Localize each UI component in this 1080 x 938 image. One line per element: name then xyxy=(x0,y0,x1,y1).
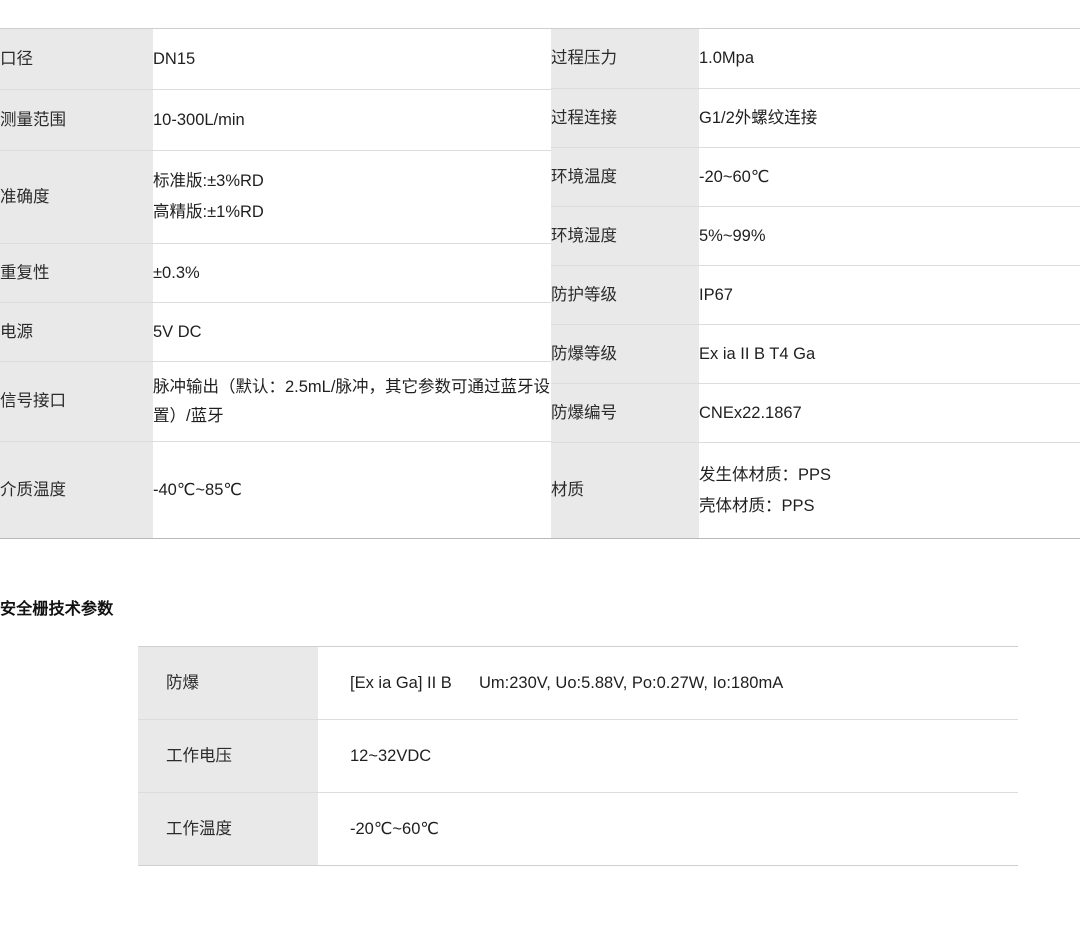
spec-value: ±0.3% xyxy=(153,243,551,303)
barrier-value-primary: -20℃~60℃ xyxy=(350,819,439,838)
table-row: 环境湿度 5%~99% xyxy=(551,206,1080,266)
spec-value: IP67 xyxy=(699,265,1080,325)
spec-value: 10-300L/min xyxy=(153,89,551,151)
spec-label: 环境湿度 xyxy=(551,206,699,266)
value-line: CNEx22.1867 xyxy=(699,403,802,422)
spec-label: 电源 xyxy=(0,302,153,362)
spec-label: 防护等级 xyxy=(551,265,699,325)
spec-value: Ex ia II B T4 Ga xyxy=(699,324,1080,384)
spec-label: 准确度 xyxy=(0,150,153,244)
barrier-value-primary: 12~32VDC xyxy=(350,746,432,765)
table-row: 防爆等级 Ex ia II B T4 Ga xyxy=(551,324,1080,384)
table-row: 工作电压 12~32VDC xyxy=(138,719,1018,793)
value-line: Ex ia II B T4 Ga xyxy=(699,344,816,363)
table-row: 过程连接 G1/2外螺纹连接 xyxy=(551,88,1080,148)
value-line: 5V DC xyxy=(153,322,202,341)
spec-value: 1.0Mpa xyxy=(699,28,1080,89)
barrier-label: 工作电压 xyxy=(138,719,318,793)
spec-label: 环境温度 xyxy=(551,147,699,207)
table-row: 口径 DN15 xyxy=(0,28,551,90)
spec-value: 5%~99% xyxy=(699,206,1080,266)
barrier-value: 12~32VDC xyxy=(318,719,1018,793)
value-line: 壳体材质：PPS xyxy=(699,496,815,515)
spec-value: CNEx22.1867 xyxy=(699,383,1080,443)
value-line: 脉冲输出（默认：2.5mL/脉冲，其它参数可通过蓝牙设置）/蓝牙 xyxy=(153,377,550,425)
specification-tables: 口径 DN15 测量范围 10-300L/min 准确度 标准版:±3%RD 高… xyxy=(0,28,1080,539)
spec-label: 过程压力 xyxy=(551,28,699,89)
table-row: 工作温度 -20℃~60℃ xyxy=(138,792,1018,866)
spec-table-left: 口径 DN15 测量范围 10-300L/min 准确度 标准版:±3%RD 高… xyxy=(0,28,551,539)
table-row: 测量范围 10-300L/min xyxy=(0,89,551,151)
table-row: 介质温度 -40℃~85℃ xyxy=(0,441,551,539)
table-row: 环境温度 -20~60℃ xyxy=(551,147,1080,207)
spec-value: -40℃~85℃ xyxy=(153,441,551,539)
spec-label: 防爆等级 xyxy=(551,324,699,384)
value-line: -20~60℃ xyxy=(699,167,770,186)
spec-label: 信号接口 xyxy=(0,361,153,442)
table-row: 过程压力 1.0Mpa xyxy=(551,28,1080,89)
value-line: 标准版:±3%RD xyxy=(153,172,264,191)
barrier-label: 防爆 xyxy=(138,646,318,720)
spec-value: 标准版:±3%RD 高精版:±1%RD xyxy=(153,150,551,244)
table-row: 防护等级 IP67 xyxy=(551,265,1080,325)
safety-barrier-table-wrapper: 防爆 [Ex ia Ga] II B Um:230V, Uo:5.88V, Po… xyxy=(138,646,1018,866)
spec-label: 过程连接 xyxy=(551,88,699,148)
spec-value: DN15 xyxy=(153,28,551,90)
table-row: 电源 5V DC xyxy=(0,302,551,362)
spec-label: 测量范围 xyxy=(0,89,153,151)
section-heading-safety-barrier: 安全栅技术参数 xyxy=(0,601,114,618)
table-row: 材质 发生体材质：PPS 壳体材质：PPS xyxy=(551,442,1080,539)
value-line: ±0.3% xyxy=(153,263,200,282)
spec-label: 材质 xyxy=(551,442,699,539)
spec-label: 防爆编号 xyxy=(551,383,699,443)
table-row: 防爆 [Ex ia Ga] II B Um:230V, Uo:5.88V, Po… xyxy=(138,646,1018,720)
value-line: DN15 xyxy=(153,49,196,68)
spec-value: -20~60℃ xyxy=(699,147,1080,207)
spec-value: 发生体材质：PPS 壳体材质：PPS xyxy=(699,442,1080,539)
spec-label: 口径 xyxy=(0,28,153,90)
barrier-value-secondary: Um:230V, Uo:5.88V, Po:0.27W, Io:180mA xyxy=(478,673,784,692)
barrier-value: [Ex ia Ga] II B Um:230V, Uo:5.88V, Po:0.… xyxy=(318,646,1018,720)
value-line: 1.0Mpa xyxy=(699,49,755,68)
spec-table-right: 过程压力 1.0Mpa 过程连接 G1/2外螺纹连接 环境温度 -20~60℃ … xyxy=(551,28,1080,539)
value-line: IP67 xyxy=(699,285,733,304)
table-row: 重复性 ±0.3% xyxy=(0,243,551,303)
table-row: 准确度 标准版:±3%RD 高精版:±1%RD xyxy=(0,150,551,244)
safety-barrier-table: 防爆 [Ex ia Ga] II B Um:230V, Uo:5.88V, Po… xyxy=(138,646,1018,866)
value-line: 发生体材质：PPS xyxy=(699,465,832,484)
spec-label: 重复性 xyxy=(0,243,153,303)
value-line: 高精版:±1%RD xyxy=(153,203,264,221)
barrier-value-primary: [Ex ia Ga] II B xyxy=(350,673,452,692)
value-line: -40℃~85℃ xyxy=(153,480,242,499)
spec-value: 5V DC xyxy=(153,302,551,362)
spec-value: 脉冲输出（默认：2.5mL/脉冲，其它参数可通过蓝牙设置）/蓝牙 xyxy=(153,361,551,442)
barrier-value: -20℃~60℃ xyxy=(318,792,1018,866)
value-line: 10-300L/min xyxy=(153,110,245,129)
table-row: 防爆编号 CNEx22.1867 xyxy=(551,383,1080,443)
spec-value: G1/2外螺纹连接 xyxy=(699,88,1080,148)
value-line: 5%~99% xyxy=(699,226,766,245)
value-line: G1/2外螺纹连接 xyxy=(699,108,818,127)
spec-label: 介质温度 xyxy=(0,441,153,539)
barrier-label: 工作温度 xyxy=(138,792,318,866)
table-row: 信号接口 脉冲输出（默认：2.5mL/脉冲，其它参数可通过蓝牙设置）/蓝牙 xyxy=(0,361,551,442)
